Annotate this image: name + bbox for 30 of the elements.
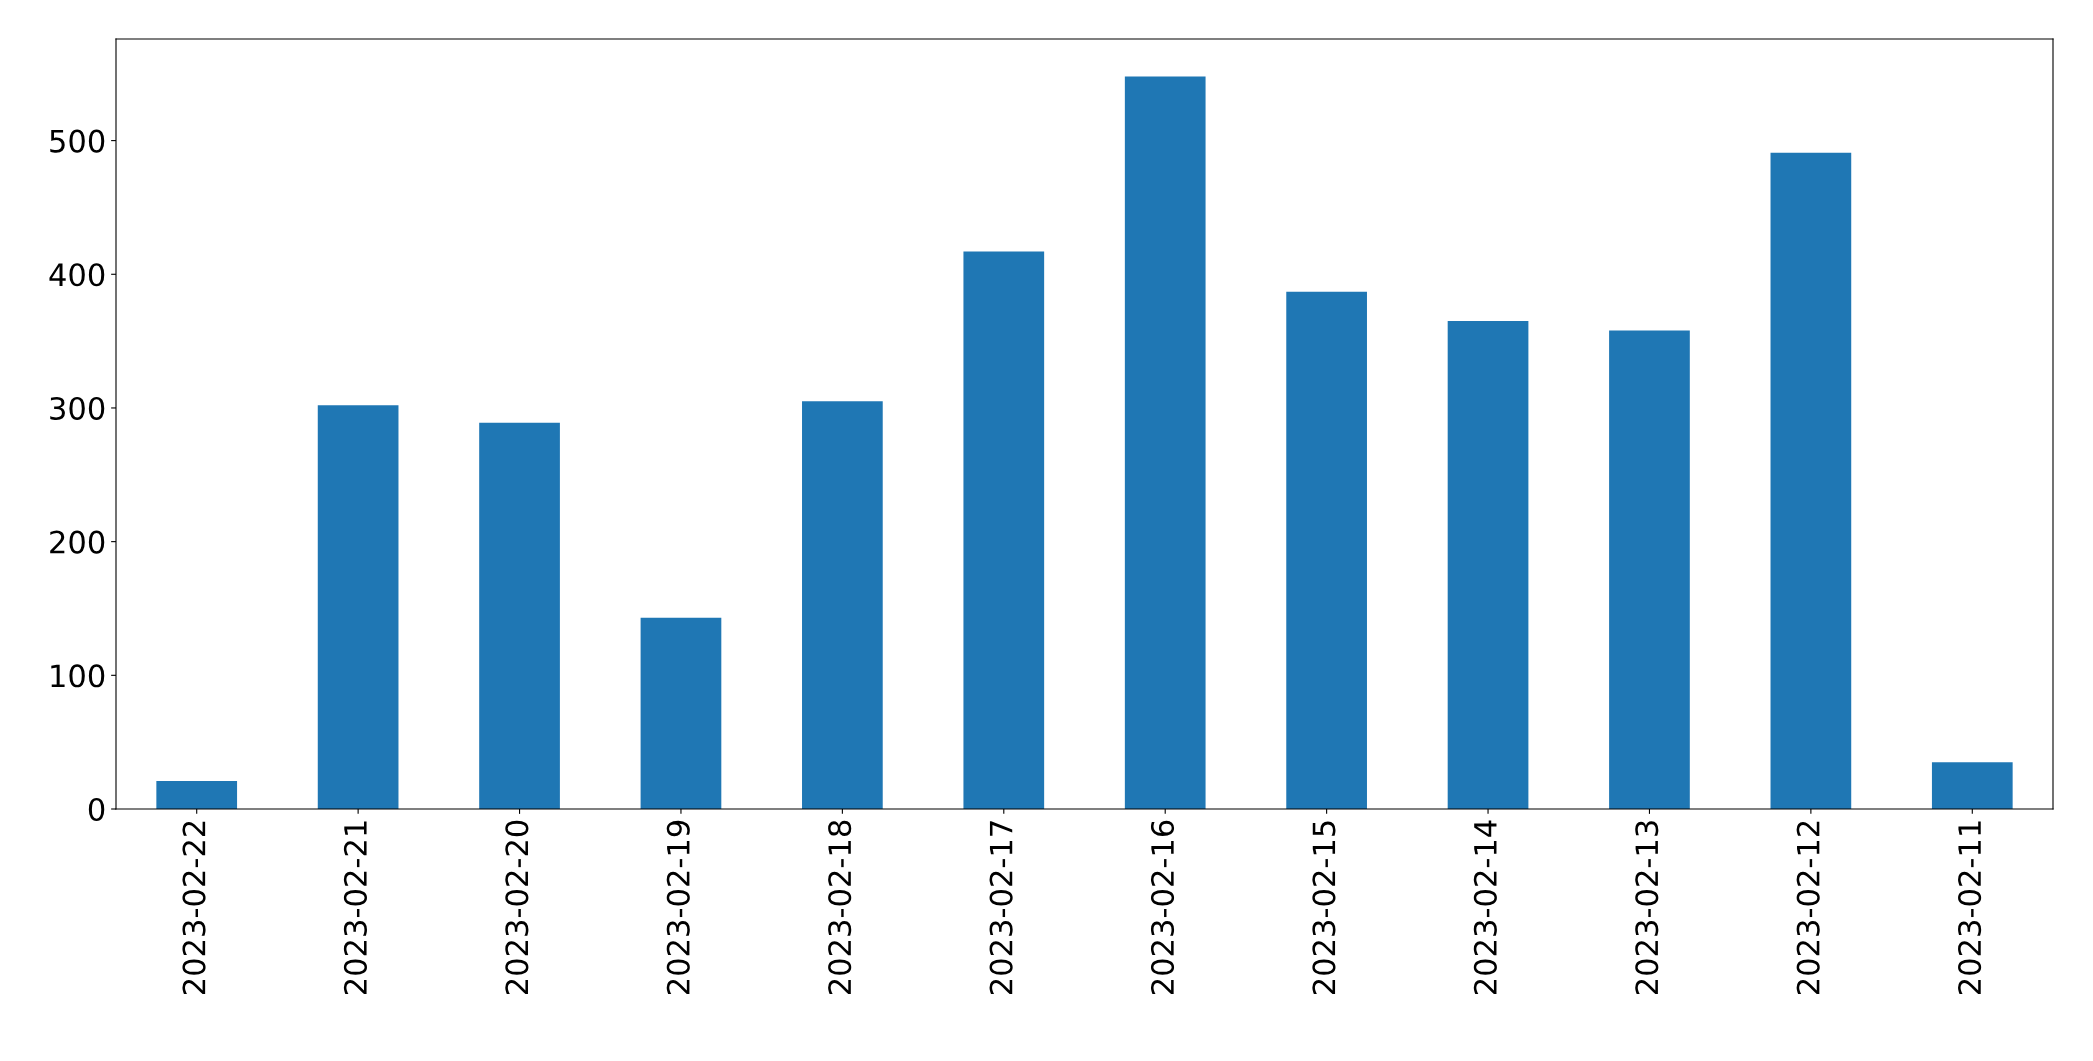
y-tick-label: 0 (88, 797, 105, 822)
x-tick-label: 2023-02-15 (1312, 821, 1336, 995)
x-tick-label: 2023-02-11 (1958, 821, 1982, 995)
bar (802, 401, 883, 809)
y-tick-label: 400 (49, 263, 105, 287)
bar (479, 422, 560, 809)
bar (1447, 321, 1529, 809)
bar (1770, 152, 1852, 809)
x-tick-label: 2023-02-19 (666, 820, 690, 995)
bar (1609, 330, 1690, 809)
bar (1286, 291, 1367, 809)
y-tick-label: 500 (50, 129, 105, 153)
x-tick-label: 2023-02-17 (989, 821, 1013, 995)
x-tick-label: 2023-02-20 (505, 820, 529, 995)
bar (1931, 762, 2013, 809)
x-tick-label: 2023-02-14 (1473, 820, 1497, 995)
y-tick-label: 300 (50, 396, 105, 420)
bar (156, 780, 238, 809)
x-tick-label: 2023-02-16 (1150, 820, 1175, 995)
bar (1124, 76, 1206, 809)
x-tick-label: 2023-02-22 (182, 821, 206, 995)
x-tick-label: 2023-02-18 (828, 820, 852, 995)
bar (963, 251, 1045, 809)
x-tick-label: 2023-02-21 (343, 821, 367, 995)
bar (317, 405, 399, 809)
bar (640, 617, 722, 809)
x-tick-label: 2023-02-12 (1796, 821, 1820, 995)
y-tick-label: 200 (50, 530, 105, 554)
x-tick-label: 2023-02-13 (1635, 821, 1659, 995)
y-tick-label: 100 (51, 664, 105, 688)
